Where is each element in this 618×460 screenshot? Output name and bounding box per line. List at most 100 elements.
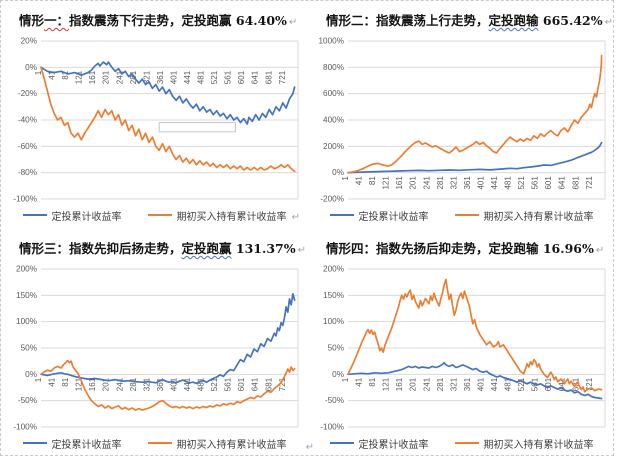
- y-axis-tick-label: 1000%: [319, 37, 345, 46]
- x-axis-tick-label: 281: [129, 377, 138, 391]
- x-axis-tick-label: 601: [544, 176, 553, 190]
- legend-label: 期初买入持有累计收益率: [176, 439, 287, 451]
- y-axis-tick-label: 600%: [323, 89, 344, 98]
- paragraph-mark: ↵: [291, 212, 300, 223]
- legend-entry: 定投累计收益率: [22, 208, 122, 223]
- x-axis-tick-label: 201: [102, 377, 111, 391]
- x-axis-tick-label: 721: [278, 70, 287, 84]
- legend-entry: 期初买入持有累计收益率: [454, 208, 594, 223]
- legend-line-swatch: [454, 442, 479, 444]
- x-axis-tick-label: 641: [558, 176, 567, 190]
- x-axis-tick-label: 601: [237, 70, 246, 84]
- legend-label: 定投累计收益率: [51, 211, 122, 223]
- x-axis-tick-label: 41: [48, 377, 57, 386]
- y-axis-tick-label: -50%: [18, 396, 37, 405]
- x-axis-tick-label: 201: [409, 377, 418, 391]
- x-axis-tick-label: 1: [34, 377, 43, 382]
- title-segment: 情形四：指数先扬后抑走势，定投跑输 16.96%: [326, 241, 594, 256]
- legend-label: 定投累计收益率: [358, 211, 429, 223]
- x-axis-tick-label: 521: [210, 377, 219, 391]
- x-axis-tick-label: 81: [368, 377, 377, 386]
- y-axis-tick-label: 200%: [323, 142, 344, 151]
- y-axis-tick-label: 20%: [21, 37, 37, 46]
- legend-entry: 期初买入持有累计收益率: [147, 436, 287, 451]
- y-axis-tick-label: -20%: [18, 89, 37, 98]
- y-axis-tick-label: 200%: [16, 265, 37, 274]
- series-line: [347, 361, 603, 400]
- y-axis-tick-label: 100%: [323, 317, 344, 326]
- x-axis-tick-label: 721: [585, 377, 594, 391]
- x-axis-tick-label: 361: [463, 176, 472, 190]
- x-axis-tick-label: 81: [61, 377, 70, 386]
- series-line: [40, 61, 296, 125]
- x-axis-tick-label: 41: [355, 176, 364, 185]
- chart-cell-scenario-2: 情形二：指数震荡上行走势，定投跑输 665.42% ↵ 1000% 800% 600%…: [308, 1, 615, 229]
- chart-title-scenario-4: 情形四：指数先扬后抑走势，定投跑输 16.96% ↵: [310, 231, 613, 261]
- x-axis-tick-label: 441: [490, 377, 499, 391]
- x-axis-tick-label: 361: [156, 70, 165, 84]
- x-axis-tick-label: 361: [156, 377, 165, 391]
- x-axis-tick-label: 681: [571, 176, 580, 190]
- legend-line-swatch: [329, 442, 354, 444]
- x-axis-tick-label: 601: [544, 377, 553, 391]
- x-axis-tick-label: 1: [341, 377, 350, 382]
- chart-canvas-scenario-2: 1000% 800% 600% 400% 200% 0% -200% 1 41 81 121 161 2…: [319, 37, 606, 204]
- y-axis-tick-label: -60%: [18, 142, 37, 151]
- x-axis-tick-label: 201: [409, 176, 418, 190]
- title-segment: 一：: [44, 13, 70, 28]
- x-axis-tick-label: 1: [341, 176, 350, 181]
- x-axis-tick-label: 481: [197, 70, 206, 84]
- title-segment: 定投跑输: [488, 13, 539, 28]
- x-axis-tick-label: 721: [585, 176, 594, 190]
- x-axis-tick-label: 281: [436, 377, 445, 391]
- legend-line-swatch: [22, 442, 47, 444]
- y-axis-tick-label: 400%: [323, 116, 344, 125]
- y-axis-tick-label: -200%: [320, 195, 344, 204]
- y-axis-tick-label: 200%: [323, 265, 344, 274]
- x-axis-tick-label: 521: [517, 377, 526, 391]
- paragraph-mark: ↵: [305, 442, 314, 453]
- x-axis-tick-label: 561: [224, 70, 233, 84]
- x-axis-tick-label: 161: [395, 377, 404, 391]
- legend-entry: 定投累计收益率: [22, 436, 122, 451]
- x-axis-tick-label: 561: [224, 377, 233, 391]
- x-axis-tick-label: 441: [490, 176, 499, 190]
- y-axis-tick-label: -80%: [18, 168, 37, 177]
- chart-canvas-scenario-1: 20% 0% -20% -40% -60% -80% -100% 1 41 81 121 161 201…: [13, 37, 299, 204]
- x-axis-tick-label: 481: [504, 176, 513, 190]
- series-line: [40, 292, 296, 385]
- legend-label: 定投累计收益率: [51, 439, 122, 451]
- y-axis-tick-label: -100%: [13, 195, 37, 204]
- chart-cell-scenario-3: 情形三：指数先抑后扬走势，定投跑赢 131.37% ↵ 200% 150% 100% 5…: [1, 229, 314, 457]
- chart-title-scenario-2: 情形二：指数震荡上行走势，定投跑输 665.42% ↵: [310, 3, 613, 33]
- paragraph-mark: ↵: [604, 17, 613, 28]
- legend-entry: 期初买入持有累计收益率: [147, 208, 287, 223]
- x-axis-tick-label: 81: [61, 70, 70, 79]
- y-axis-tick-label: 0%: [332, 168, 344, 177]
- x-axis-tick-label: 721: [278, 377, 287, 391]
- legend-entry: 定投累计收益率: [329, 436, 429, 451]
- chart-canvas-scenario-4: 200% 150% 100% 50% 0% -50% -100% 1 41 81 121 161 201…: [320, 265, 606, 431]
- y-axis-tick-label: -100%: [13, 423, 37, 432]
- title-segment: 定投跑赢: [181, 241, 232, 256]
- blank-callout-box: [158, 122, 236, 133]
- x-axis-tick-label: 441: [183, 70, 192, 84]
- x-axis-tick-label: 161: [88, 377, 97, 391]
- series-line: [40, 66, 296, 173]
- y-axis-tick-label: 800%: [323, 63, 344, 72]
- x-axis-tick-label: 601: [237, 377, 246, 391]
- x-axis-tick-label: 401: [169, 70, 178, 84]
- title-segment: 情形三：指数先抑后扬走势，: [19, 241, 182, 256]
- series-line: [40, 359, 296, 411]
- title-segment: 指数震荡下行走势，定投跑赢 64.40%: [69, 13, 287, 28]
- x-axis-tick-label: 681: [264, 70, 273, 84]
- legend-entry: 定投累计收益率: [329, 208, 429, 223]
- x-axis-tick-label: 81: [368, 176, 377, 185]
- title-segment: 情形: [19, 13, 45, 28]
- x-axis-tick-label: 481: [197, 377, 206, 391]
- x-axis-tick-label: 41: [355, 377, 364, 386]
- x-axis-tick-label: 681: [264, 377, 273, 391]
- x-axis-tick-label: 1: [34, 70, 43, 75]
- y-axis-tick-label: 100%: [16, 317, 37, 326]
